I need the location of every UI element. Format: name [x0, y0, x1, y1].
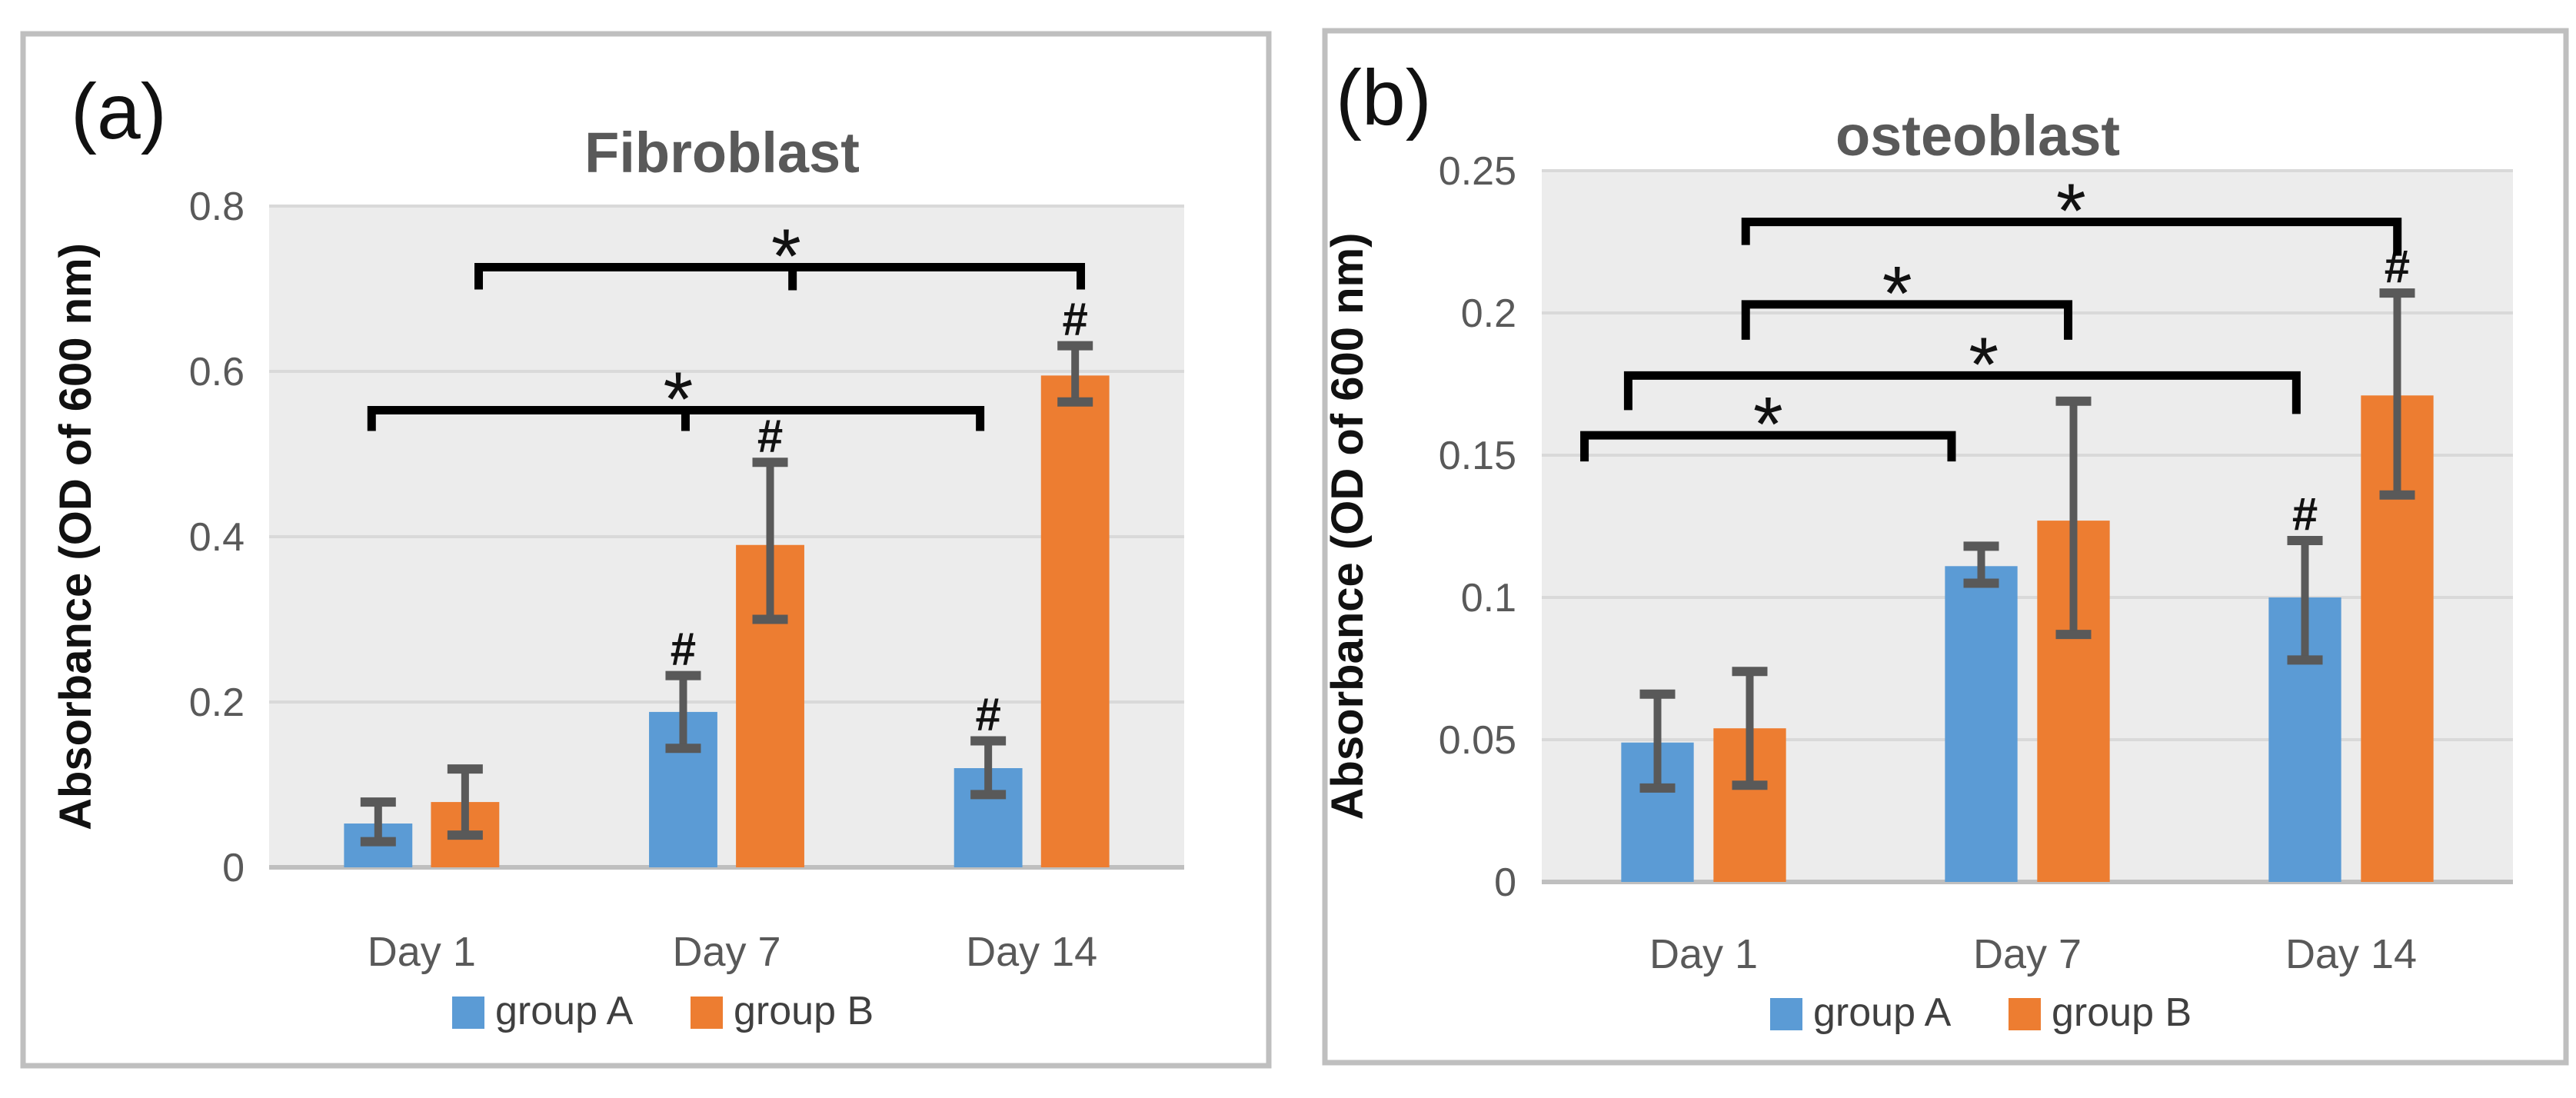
- hash-marker: #: [975, 689, 1000, 740]
- hash-marker: #: [2292, 488, 2318, 540]
- x-tick-label: Day 14: [966, 929, 1097, 975]
- legend-swatch-groupA: [452, 997, 484, 1029]
- y-tick-label: 0.4: [189, 515, 245, 560]
- y-tick-label: 0.15: [1439, 434, 1516, 478]
- x-tick-label: Day 14: [2285, 931, 2417, 977]
- significance-star: *: [1969, 321, 1999, 408]
- error-bar: [1732, 667, 1768, 790]
- significance-bracket: [1623, 371, 2301, 414]
- panel-title: Fibroblast: [584, 121, 860, 185]
- plot-area: [1542, 171, 2513, 882]
- panel-label: (a): [71, 68, 167, 155]
- panel-a: 0 0.2 0.4 0.6 0.8 # # # # * * Day 1 Day 7 Day 14 (a) Fi…: [20, 31, 1272, 1069]
- bar-groupA-Day7: [1945, 566, 2018, 882]
- y-axis-title: Absorbance (OD of 600 nm): [1323, 233, 1373, 820]
- error-bar: [970, 736, 1007, 800]
- x-tick-label: Day 1: [368, 929, 476, 975]
- y-tick-label: 0.25: [1439, 149, 1516, 194]
- x-tick-label: Day 1: [1649, 931, 1758, 977]
- error-bar: [2055, 396, 2092, 640]
- error-bar: [1639, 689, 1676, 793]
- error-bar: [752, 458, 788, 624]
- panel-label: (b): [1336, 54, 1432, 141]
- legend-label-groupA: group A: [495, 989, 634, 1033]
- significance-bracket: [474, 263, 1086, 290]
- error-bar: [2287, 536, 2323, 665]
- error-bar: [2379, 288, 2415, 500]
- y-tick-label: 0: [1494, 860, 1516, 905]
- significance-bracket: [1741, 300, 2073, 340]
- significance-star: *: [1882, 251, 1912, 337]
- y-axis-title: Absorbance (OD of 600 nm): [51, 243, 101, 830]
- significance-bracket: [367, 406, 985, 431]
- hash-marker: #: [671, 624, 696, 675]
- significance-star: *: [663, 357, 693, 443]
- error-bar: [360, 797, 396, 847]
- bar-groupB-Day14: [1040, 375, 1110, 867]
- legend-label-groupB: group B: [734, 989, 874, 1033]
- significance-star: *: [2056, 168, 2086, 255]
- significance-star: *: [771, 214, 801, 300]
- legend-label-groupA: group A: [1813, 990, 1952, 1035]
- x-tick-label: Day 7: [672, 929, 780, 975]
- hash-marker: #: [1063, 294, 1088, 345]
- significance-bracket: [1741, 218, 2402, 256]
- hash-marker: #: [757, 410, 783, 461]
- y-tick-label: 0.2: [189, 680, 245, 725]
- y-tick-label: 0.8: [189, 185, 245, 229]
- legend-swatch-groupA: [1770, 998, 1802, 1030]
- y-tick-label: 0.2: [1461, 291, 1516, 336]
- significance-star: *: [1753, 381, 1783, 467]
- y-tick-label: 0.1: [1461, 576, 1516, 621]
- y-tick-label: 0: [222, 846, 245, 890]
- legend-swatch-groupB: [691, 997, 723, 1029]
- error-bar: [447, 764, 483, 840]
- panel-title: osteoblast: [1835, 104, 2120, 168]
- significance-bracket: [1580, 431, 1956, 462]
- error-bar: [665, 670, 701, 754]
- error-bar: [1057, 341, 1093, 407]
- x-tick-label: Day 7: [1973, 931, 2082, 977]
- error-bar: [1963, 541, 1999, 588]
- y-tick-label: 0.05: [1439, 718, 1516, 763]
- legend-label-groupB: group B: [2052, 990, 2192, 1035]
- panel-b: 00.050.10.150.20.25##****Day 1 Day 7 Day 1…: [1322, 28, 2569, 1066]
- y-tick-label: 0.6: [189, 350, 245, 394]
- legend-swatch-groupB: [2009, 998, 2041, 1030]
